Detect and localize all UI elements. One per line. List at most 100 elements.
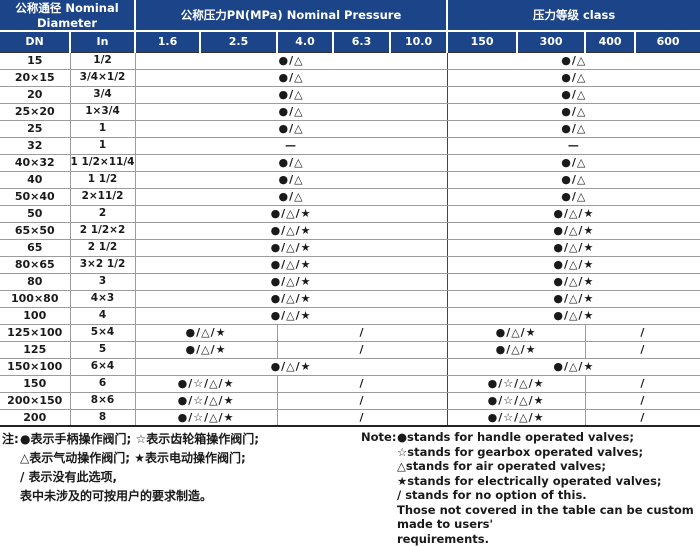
table-cell: 1/2 <box>70 52 135 69</box>
table-cell: ●/△ <box>135 86 447 103</box>
table-cell: ●/△ <box>447 120 700 137</box>
table-cell: ●/△ <box>447 103 700 120</box>
table-cell: 65×50 <box>0 222 70 239</box>
table-cell: 40 <box>0 171 70 188</box>
table-cell: ●/△/★ <box>447 273 700 290</box>
table-cell: ●/☆/△/★ <box>447 375 585 392</box>
note-line: ●表示手柄操作阀门; ☆表示齿轮箱操作阀门; <box>20 430 360 449</box>
table-cell: 25×20 <box>0 103 70 120</box>
table-cell: 2 <box>70 205 135 222</box>
table-cell: ●/△/★ <box>447 239 700 256</box>
table-cell: 3 <box>70 273 135 290</box>
note-chinese-lines: ●表示手柄操作阀门; ☆表示齿轮箱操作阀门;△表示气动操作阀门; ★表示电动操作… <box>20 430 360 506</box>
note-line: ★stands for electrically operated valves… <box>397 474 700 489</box>
table-cell: 1 <box>70 120 135 137</box>
note-line: △stands for air operated valves; <box>397 459 700 474</box>
header-pressure-class: 压力等级 class <box>447 0 700 31</box>
table-cell: ●/☆/△/★ <box>135 409 277 426</box>
group-header-row: 公称通径 Nominal Diameter 公称压力PN(MPa) Nomina… <box>0 0 700 31</box>
note-chinese-label: 注: <box>2 430 20 449</box>
table-cell: / <box>585 341 700 358</box>
header-nominal-pressure: 公称压力PN(MPa) Nominal Pressure <box>135 0 447 31</box>
table-cell: ●/△/★ <box>135 290 447 307</box>
table-cell: 32 <box>0 137 70 154</box>
table-cell: / <box>585 409 700 426</box>
table-cell: / <box>277 324 447 341</box>
table-cell: ●/△ <box>135 69 447 86</box>
column-header: In <box>70 31 135 52</box>
table-cell: ●/△/★ <box>447 222 700 239</box>
note-english-label: Note: <box>361 430 397 445</box>
table-cell: 200 <box>0 409 70 426</box>
table-cell: 80×65 <box>0 256 70 273</box>
column-header: 150 <box>447 31 517 52</box>
table-cell: ●/△/★ <box>447 205 700 222</box>
table-cell: ●/☆/△/★ <box>447 409 585 426</box>
table-cell: ●/△/★ <box>135 239 447 256</box>
table-cell: — <box>447 137 700 154</box>
table-cell: 5×4 <box>70 324 135 341</box>
table-cell: ●/△/★ <box>135 358 447 375</box>
table-cell: / <box>277 392 447 409</box>
table-cell: 3/4 <box>70 86 135 103</box>
table-cell: 150×100 <box>0 358 70 375</box>
table-cell: 50 <box>0 205 70 222</box>
table-cell: 2×11/2 <box>70 188 135 205</box>
table-cell: 4 <box>70 307 135 324</box>
table-cell: / <box>277 409 447 426</box>
table-cell: 40×32 <box>0 154 70 171</box>
column-header: 400 <box>585 31 635 52</box>
table-cell: 15 <box>0 52 70 69</box>
table-cell: / <box>585 324 700 341</box>
table-cell: 2 1/2×2 <box>70 222 135 239</box>
table-cell: ●/△/★ <box>135 341 277 358</box>
table-cell: 2 1/2 <box>70 239 135 256</box>
table-cell: 8×6 <box>70 392 135 409</box>
note-line: / 表示没有此选项, <box>20 468 360 487</box>
column-header: 10.0 <box>390 31 447 52</box>
note-chinese: 注: ●表示手柄操作阀门; ☆表示齿轮箱操作阀门;△表示气动操作阀门; ★表示电… <box>0 430 360 546</box>
table-cell: ●/△/★ <box>447 256 700 273</box>
column-header: 300 <box>517 31 585 52</box>
note-line: / stands for no option of this. <box>397 488 700 503</box>
table-cell: 1×3/4 <box>70 103 135 120</box>
header-nominal-diameter: 公称通径 Nominal Diameter <box>0 0 135 31</box>
table-cell: ●/△ <box>135 120 447 137</box>
table-cell: / <box>277 341 447 358</box>
table-cell: 65 <box>0 239 70 256</box>
table-cell: ●/☆/△/★ <box>447 392 585 409</box>
table-cell: 125 <box>0 341 70 358</box>
table-cell: ●/△/★ <box>135 256 447 273</box>
table-cell: / <box>277 375 447 392</box>
table-cell: 50×40 <box>0 188 70 205</box>
table-cell: ●/△/★ <box>135 222 447 239</box>
table-cell: — <box>135 137 447 154</box>
table-cell: 4×3 <box>70 290 135 307</box>
table-cell: 25 <box>0 120 70 137</box>
table-cell: ●/△ <box>135 154 447 171</box>
table-cell: 150 <box>0 375 70 392</box>
table-cell: 3×2 1/2 <box>70 256 135 273</box>
table-cell: 20×15 <box>0 69 70 86</box>
note-line: Those not covered in the table can be cu… <box>397 503 700 532</box>
table-cell: 100 <box>0 307 70 324</box>
note-english: Note: ●stands for handle operated valves… <box>360 430 700 546</box>
